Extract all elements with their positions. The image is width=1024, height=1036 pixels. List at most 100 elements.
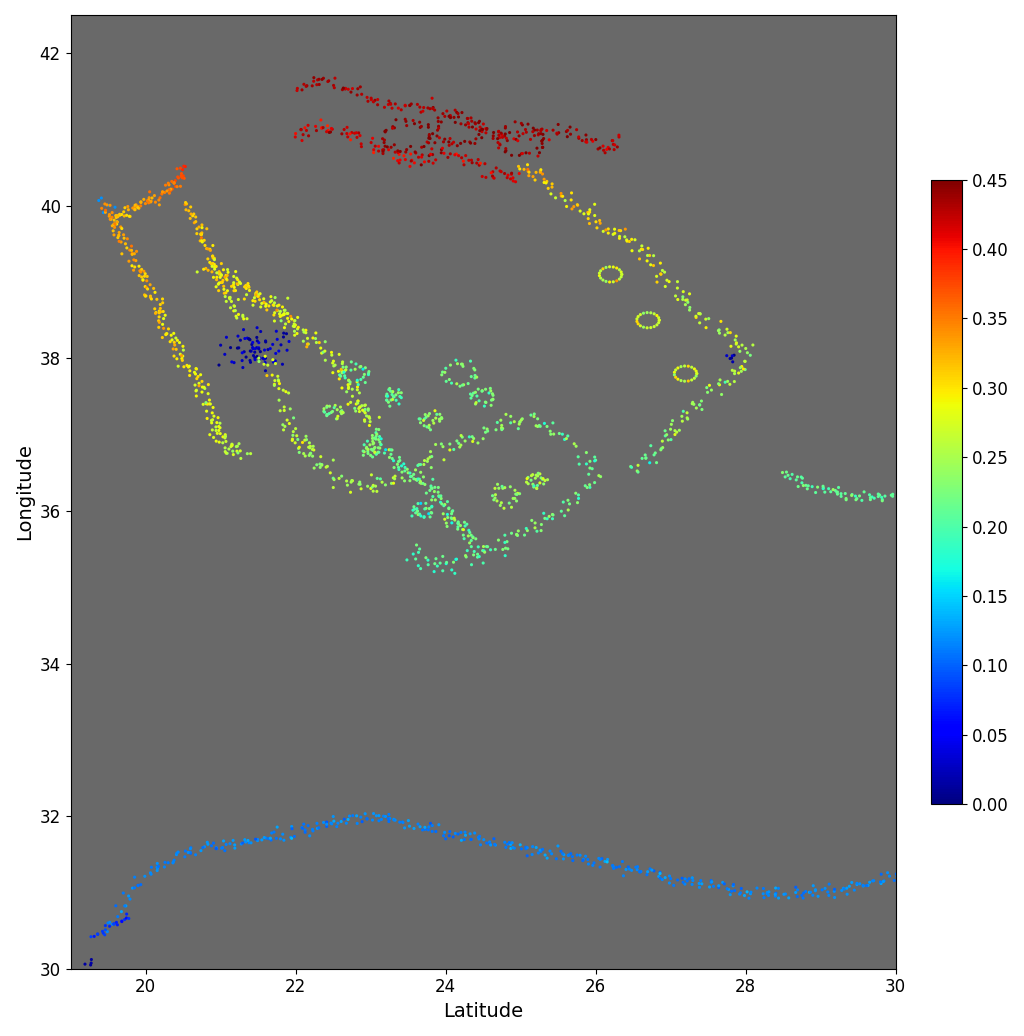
Point: [367, 439, 383, 456]
Point: [782, 470, 799, 487]
Point: [168, 846, 184, 863]
Point: [280, 310, 296, 326]
Point: [101, 914, 118, 930]
Point: [324, 120, 340, 137]
Point: [470, 435, 486, 452]
Point: [369, 421, 385, 437]
Point: [688, 366, 705, 382]
Point: [212, 265, 228, 282]
Point: [539, 511, 555, 527]
Point: [288, 421, 304, 437]
Point: [851, 488, 867, 505]
Point: [200, 376, 216, 393]
Point: [218, 293, 234, 310]
Point: [652, 870, 669, 887]
Point: [398, 141, 415, 157]
Point: [809, 479, 825, 495]
Point: [632, 317, 648, 334]
Point: [263, 288, 280, 305]
Point: [383, 447, 399, 463]
Point: [257, 354, 273, 371]
Point: [329, 401, 345, 418]
Point: [454, 356, 470, 373]
Point: [565, 198, 582, 214]
Point: [271, 306, 288, 322]
Point: [579, 480, 595, 496]
Point: [356, 403, 373, 420]
Point: [103, 209, 120, 226]
Point: [498, 120, 514, 137]
Point: [310, 819, 327, 836]
Point: [226, 837, 243, 854]
Point: [611, 230, 628, 247]
Point: [174, 170, 190, 186]
Point: [681, 286, 697, 303]
Point: [518, 840, 535, 857]
Point: [358, 407, 375, 424]
Point: [465, 433, 481, 450]
Point: [866, 490, 883, 507]
Point: [132, 198, 148, 214]
Point: [492, 137, 508, 153]
Point: [274, 826, 291, 842]
Point: [194, 229, 210, 246]
Point: [193, 842, 209, 859]
Point: [290, 309, 306, 325]
Point: [298, 322, 314, 339]
Point: [366, 142, 382, 159]
Point: [258, 830, 274, 846]
Point: [657, 428, 674, 444]
Point: [657, 869, 674, 886]
Point: [497, 535, 513, 551]
Point: [263, 292, 280, 309]
Point: [458, 147, 474, 164]
Point: [284, 830, 300, 846]
Point: [221, 289, 238, 306]
Point: [395, 456, 412, 472]
Point: [457, 133, 473, 149]
Point: [624, 459, 640, 476]
Point: [386, 811, 402, 828]
Point: [814, 882, 830, 898]
Point: [353, 136, 370, 152]
Point: [431, 413, 447, 430]
Point: [885, 488, 901, 505]
Point: [226, 279, 243, 295]
Point: [341, 372, 357, 388]
Point: [509, 526, 525, 543]
Point: [296, 815, 312, 832]
Point: [330, 815, 346, 832]
Point: [697, 311, 714, 327]
Point: [667, 426, 683, 442]
Point: [668, 369, 684, 385]
Point: [455, 527, 471, 544]
Point: [119, 207, 135, 224]
Point: [411, 557, 427, 574]
Point: [386, 388, 402, 405]
Point: [286, 318, 302, 335]
Point: [505, 490, 521, 507]
Point: [152, 190, 168, 206]
Point: [459, 110, 475, 126]
Point: [436, 364, 453, 380]
Point: [267, 289, 284, 306]
Point: [219, 283, 236, 299]
Point: [461, 152, 477, 169]
Point: [233, 836, 250, 853]
Point: [837, 485, 853, 501]
Point: [287, 828, 303, 844]
Point: [807, 882, 823, 898]
Point: [652, 265, 669, 282]
Point: [425, 100, 441, 117]
Point: [648, 317, 665, 334]
Point: [110, 909, 126, 925]
Point: [128, 253, 144, 269]
Point: [97, 204, 114, 221]
Point: [245, 339, 261, 355]
Point: [560, 501, 577, 518]
Point: [165, 341, 181, 357]
Point: [608, 272, 625, 289]
Point: [495, 541, 511, 557]
Point: [487, 837, 504, 854]
Point: [312, 112, 329, 128]
